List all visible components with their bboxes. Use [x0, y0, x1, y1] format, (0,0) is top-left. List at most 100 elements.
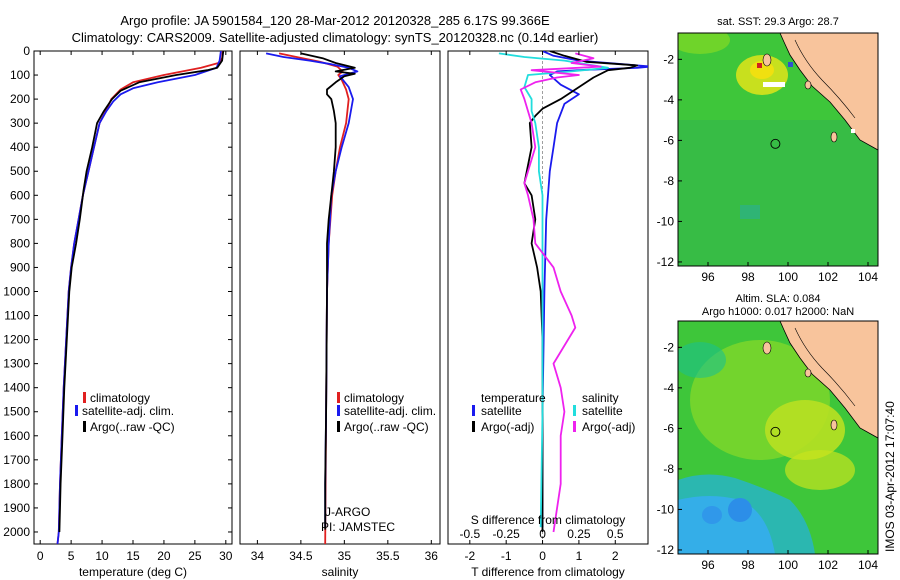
depth-tick-label: 1900 [3, 501, 30, 515]
sst-map-title: sat. SST: 29.3 Argo: 28.7 [717, 16, 839, 28]
legend-label-argo: Argo(..raw -QC) [344, 420, 429, 434]
legend-swatch-climatology [83, 392, 86, 403]
depth-y-ticks: 0 100 200 300 400 500 600 700 800 900 1000 1100 1200… [3, 44, 648, 539]
map-lat-tick-label: -12 [657, 543, 675, 557]
sla-min-patch-2 [702, 506, 722, 524]
sst-map-frame [677, 32, 879, 267]
sst-coast-contour [794, 39, 856, 119]
sst-cool-pixel [788, 62, 793, 67]
map-lat-tick-label: -2 [663, 340, 674, 354]
sst-max-pixel [757, 63, 762, 68]
depth-tick-label: 100 [10, 68, 30, 82]
salinity-panel: 34 34.5 35 35.5 36 salinity climatology sate… [239, 50, 441, 579]
island-3 [830, 131, 838, 143]
legend-swatch-climatology [337, 392, 340, 403]
x-tick-label: 2 [612, 549, 619, 563]
temperature-lines [56, 51, 225, 544]
sla-map-frame [677, 320, 879, 555]
depth-tick-label: 200 [10, 92, 30, 106]
island-2-sla [804, 368, 812, 378]
map-lat-tick-label: -10 [657, 502, 675, 516]
sla-min-patch-1 [728, 498, 752, 522]
sst-warm-patch-nw [678, 33, 730, 54]
difference-axes-frame [447, 50, 649, 545]
legend-swatch-argo [83, 421, 86, 432]
annotation-j-argo: J-ARGO [325, 505, 370, 519]
depth-tick-label: 1700 [3, 453, 30, 467]
map-lat-tick-label: -8 [663, 462, 674, 476]
temperature-xlabel: temperature (deg C) [79, 565, 187, 579]
salinity-legend: climatology satellite-adj. clim. Argo(..… [337, 391, 436, 434]
legend-label-s-argo: Argo(-adj) [582, 420, 635, 434]
legend-swatch-s-satellite [573, 405, 576, 416]
sst-missing-data [763, 82, 785, 87]
sst-map-panel: sat. SST: 29.3 Argo: 28.7 96 98 100 102 104 -… [657, 16, 879, 284]
legend-swatch-satellite [75, 405, 78, 416]
x-tick-label: 34.5 [289, 549, 313, 563]
temperature-x-ticks: 0 5 10 15 20 25 30 [37, 51, 233, 563]
island-3-sla [830, 419, 838, 431]
legend-swatch-s-argo [573, 421, 576, 432]
salinity-x-ticks: 34 34.5 35 35.5 36 [251, 51, 438, 563]
legend-header-salinity: salinity [582, 391, 619, 405]
map-lat-tick-label: -2 [663, 52, 674, 66]
annotation-pi: PI: JAMSTEC [321, 520, 395, 534]
x-tick-label: 0 [37, 549, 44, 563]
sst-map-field [678, 33, 878, 266]
map-lon-tick-label: 100 [778, 270, 798, 284]
depth-tick-label: 500 [10, 164, 30, 178]
depth-tick-label: 0 [23, 44, 30, 58]
sst-cool-patch [740, 205, 760, 219]
salinity-axes-frame [239, 50, 441, 545]
x-tick-label: 5 [68, 549, 75, 563]
legend-label-satellite: satellite-adj. clim. [344, 404, 436, 418]
legend-header-temperature: temperature [481, 391, 546, 405]
s-difference-tick-label: 0 [539, 527, 546, 541]
imos-timestamp: IMOS 03-Apr-2012 17:07:40 [883, 401, 897, 552]
difference-lines [498, 51, 648, 544]
header-line-1: Argo profile: JA 5901584_120 28-Mar-2012… [120, 13, 550, 28]
salinity-xlabel: salinity [322, 565, 359, 579]
depth-tick-label: 700 [10, 212, 30, 226]
series-line-argo-raw-qc- [58, 51, 225, 533]
sla-low-patch-nw [678, 342, 726, 378]
sla-argo-location-marker [770, 426, 781, 437]
sla-map-title: Altim. SLA: 0.084 [736, 293, 821, 305]
s-difference-label: S difference from climatology [471, 513, 626, 527]
difference-panel: -2 -1 0 1 2 -0.5 -0.25 0 0.25 0.5 S difference f… [447, 50, 649, 579]
temperature-axes-frame [33, 50, 233, 545]
island-1-sla [762, 341, 772, 355]
map-lat-tick-label: -6 [663, 133, 674, 147]
map-lat-tick-label: -6 [663, 421, 674, 435]
depth-tick-label: 800 [10, 236, 30, 250]
s-difference-tick-label: 0.5 [607, 527, 624, 541]
sla-map-ticks: 96 98 100 102 104 -2 -4 -6 -8 -10 -12 [657, 340, 879, 572]
s-difference-tick-label: -0.25 [493, 527, 521, 541]
x-tick-label: 0 [539, 549, 546, 563]
legend-label-t-satellite: satellite [481, 404, 522, 418]
temperature-legend: climatology satellite-adj. clim. Argo(..… [75, 391, 175, 434]
legend-label-satellite: satellite-adj. clim. [82, 404, 174, 418]
depth-tick-label: 900 [10, 260, 30, 274]
sla-map-field [678, 321, 878, 554]
sumatra-land-sla [779, 321, 878, 439]
map-lon-tick-label: 96 [701, 270, 715, 284]
x-tick-label: -1 [501, 549, 512, 563]
x-tick-label: 34 [251, 549, 265, 563]
sla-high-core-2 [785, 450, 855, 490]
depth-tick-label: 400 [10, 140, 30, 154]
legend-swatch-t-argo [472, 421, 475, 432]
map-lat-tick-label: -10 [657, 214, 675, 228]
map-lon-tick-label: 98 [741, 558, 755, 572]
series-line-t-argo-adj- [523, 51, 638, 532]
depth-tick-label: 2000 [3, 525, 30, 539]
header-line-2: Climatology: CARS2009. Satellite-adjuste… [72, 30, 599, 45]
legend-label-climatology: climatology [90, 391, 150, 405]
island-2 [804, 80, 812, 90]
legend-label-s-satellite: satellite [582, 404, 623, 418]
legend-swatch-satellite [337, 405, 340, 416]
s-difference-tick-label: -0.5 [459, 527, 480, 541]
sst-argo-location-marker [770, 138, 781, 149]
series-line-s-argo-adj- [519, 52, 602, 533]
